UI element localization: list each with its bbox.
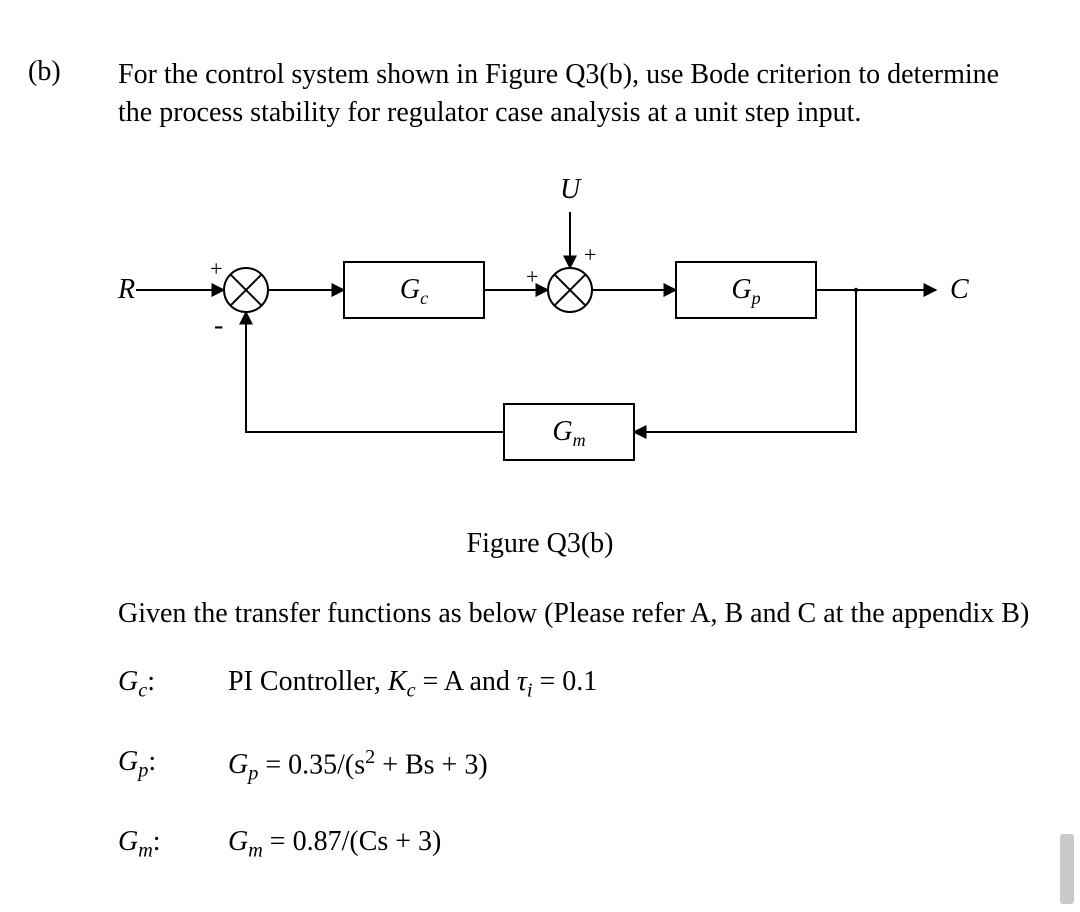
- page: (b) For the control system shown in Figu…: [0, 0, 1080, 912]
- scroll-indicator: [1060, 834, 1074, 904]
- sum1-minus-sign: -: [214, 310, 223, 342]
- sum2-plus-top-sign: +: [584, 242, 596, 268]
- tf-gc-desc: PI Controller, Kc = A and τi = 0.1: [228, 666, 597, 703]
- label-U: U: [560, 174, 580, 206]
- sum1-plus-sign: +: [210, 256, 222, 282]
- tf-gm-desc: Gm = 0.87/(Cs + 3): [228, 826, 441, 863]
- tf-gc-symbol: Gc:: [118, 666, 155, 703]
- tf-gp-desc: Gp = 0.35/(s2 + Bs + 3): [228, 746, 488, 786]
- figure-caption: Figure Q3(b): [0, 528, 1080, 560]
- question-text: For the control system shown in Figure Q…: [118, 56, 1038, 132]
- tf-gp-symbol: Gp:: [118, 746, 156, 783]
- diagram-svg: GcGpGm: [116, 170, 1016, 500]
- label-C: C: [950, 274, 969, 306]
- part-label: (b): [28, 56, 61, 88]
- block-diagram: GcGpGm R U C + - + +: [116, 170, 1016, 500]
- sum2-plus-left-sign: +: [526, 264, 538, 290]
- given-text: Given the transfer functions as below (P…: [118, 598, 1058, 630]
- label-R: R: [118, 274, 135, 306]
- tf-gm-symbol: Gm:: [118, 826, 161, 863]
